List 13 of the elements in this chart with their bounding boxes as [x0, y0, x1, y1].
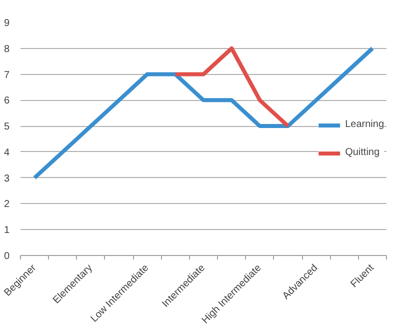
legend-label: Learning	[345, 119, 384, 130]
y-tick-label: 8	[4, 44, 10, 55]
y-tick-label: 9	[4, 18, 10, 29]
y-tick-label: 2	[4, 199, 10, 210]
y-tick-label: 4	[4, 147, 10, 158]
line-series	[173, 46, 290, 128]
legend-label: Quitting	[345, 147, 380, 158]
y-tick-label: 0	[4, 251, 10, 262]
y-tick-label: 7	[4, 70, 10, 81]
y-tick-label: 3	[4, 173, 10, 184]
y-tick-label: 6	[4, 96, 10, 107]
y-tick-label: 1	[4, 225, 10, 236]
y-tick-label: 5	[4, 122, 10, 133]
